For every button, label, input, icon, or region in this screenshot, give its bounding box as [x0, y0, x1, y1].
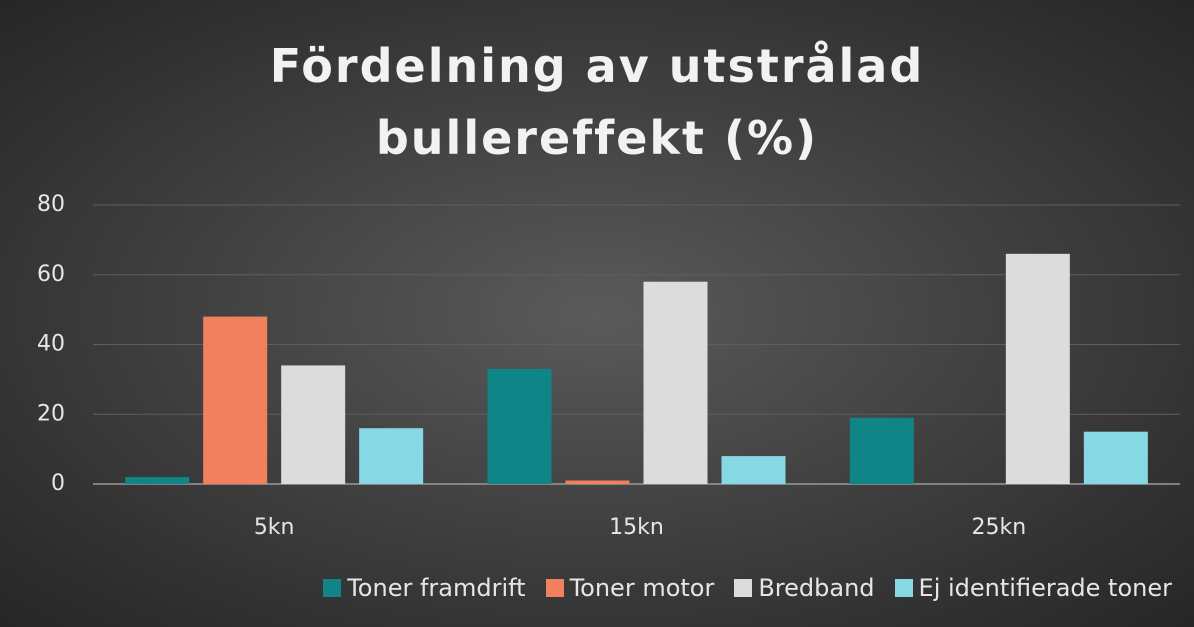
y-tick-label: 80 — [37, 192, 65, 217]
bar — [1083, 431, 1148, 484]
y-tick-label: 0 — [51, 471, 65, 496]
legend-swatch — [894, 579, 913, 597]
bar — [125, 477, 190, 484]
bar — [487, 368, 552, 484]
x-tick-label: 5kn — [254, 515, 295, 540]
legend-item: Toner motor — [545, 574, 715, 602]
bar — [849, 417, 914, 484]
legend-label: Ej identifierade toner — [918, 574, 1172, 602]
legend-swatch — [734, 579, 753, 597]
legend-swatch — [545, 579, 564, 597]
bar — [721, 456, 786, 484]
legend-label: Toner framdrift — [347, 574, 526, 602]
bar — [203, 316, 268, 484]
chart-title: Fördelning av utstrålad bullereffekt (%) — [269, 39, 925, 165]
y-tick-label: 40 — [37, 332, 65, 357]
x-tick-label: 15kn — [609, 515, 664, 540]
legend-label: Bredband — [758, 574, 875, 602]
bar — [359, 428, 424, 484]
legend-item: Ej identifierade toner — [894, 574, 1172, 602]
y-tick-label: 60 — [37, 262, 65, 287]
y-tick-label: 20 — [37, 401, 65, 426]
legend: Toner framdrift Toner motor Bredband Ej ide… — [0, 574, 1194, 602]
bar — [281, 365, 346, 484]
x-tick-label: 25kn — [971, 515, 1026, 540]
legend-item: Toner framdrift — [323, 574, 526, 602]
bar — [1005, 253, 1070, 484]
legend-swatch — [323, 579, 342, 597]
bar — [643, 281, 708, 484]
bar — [565, 480, 630, 484]
legend-label: Toner motor — [569, 574, 715, 602]
legend-item: Bredband — [734, 574, 875, 602]
